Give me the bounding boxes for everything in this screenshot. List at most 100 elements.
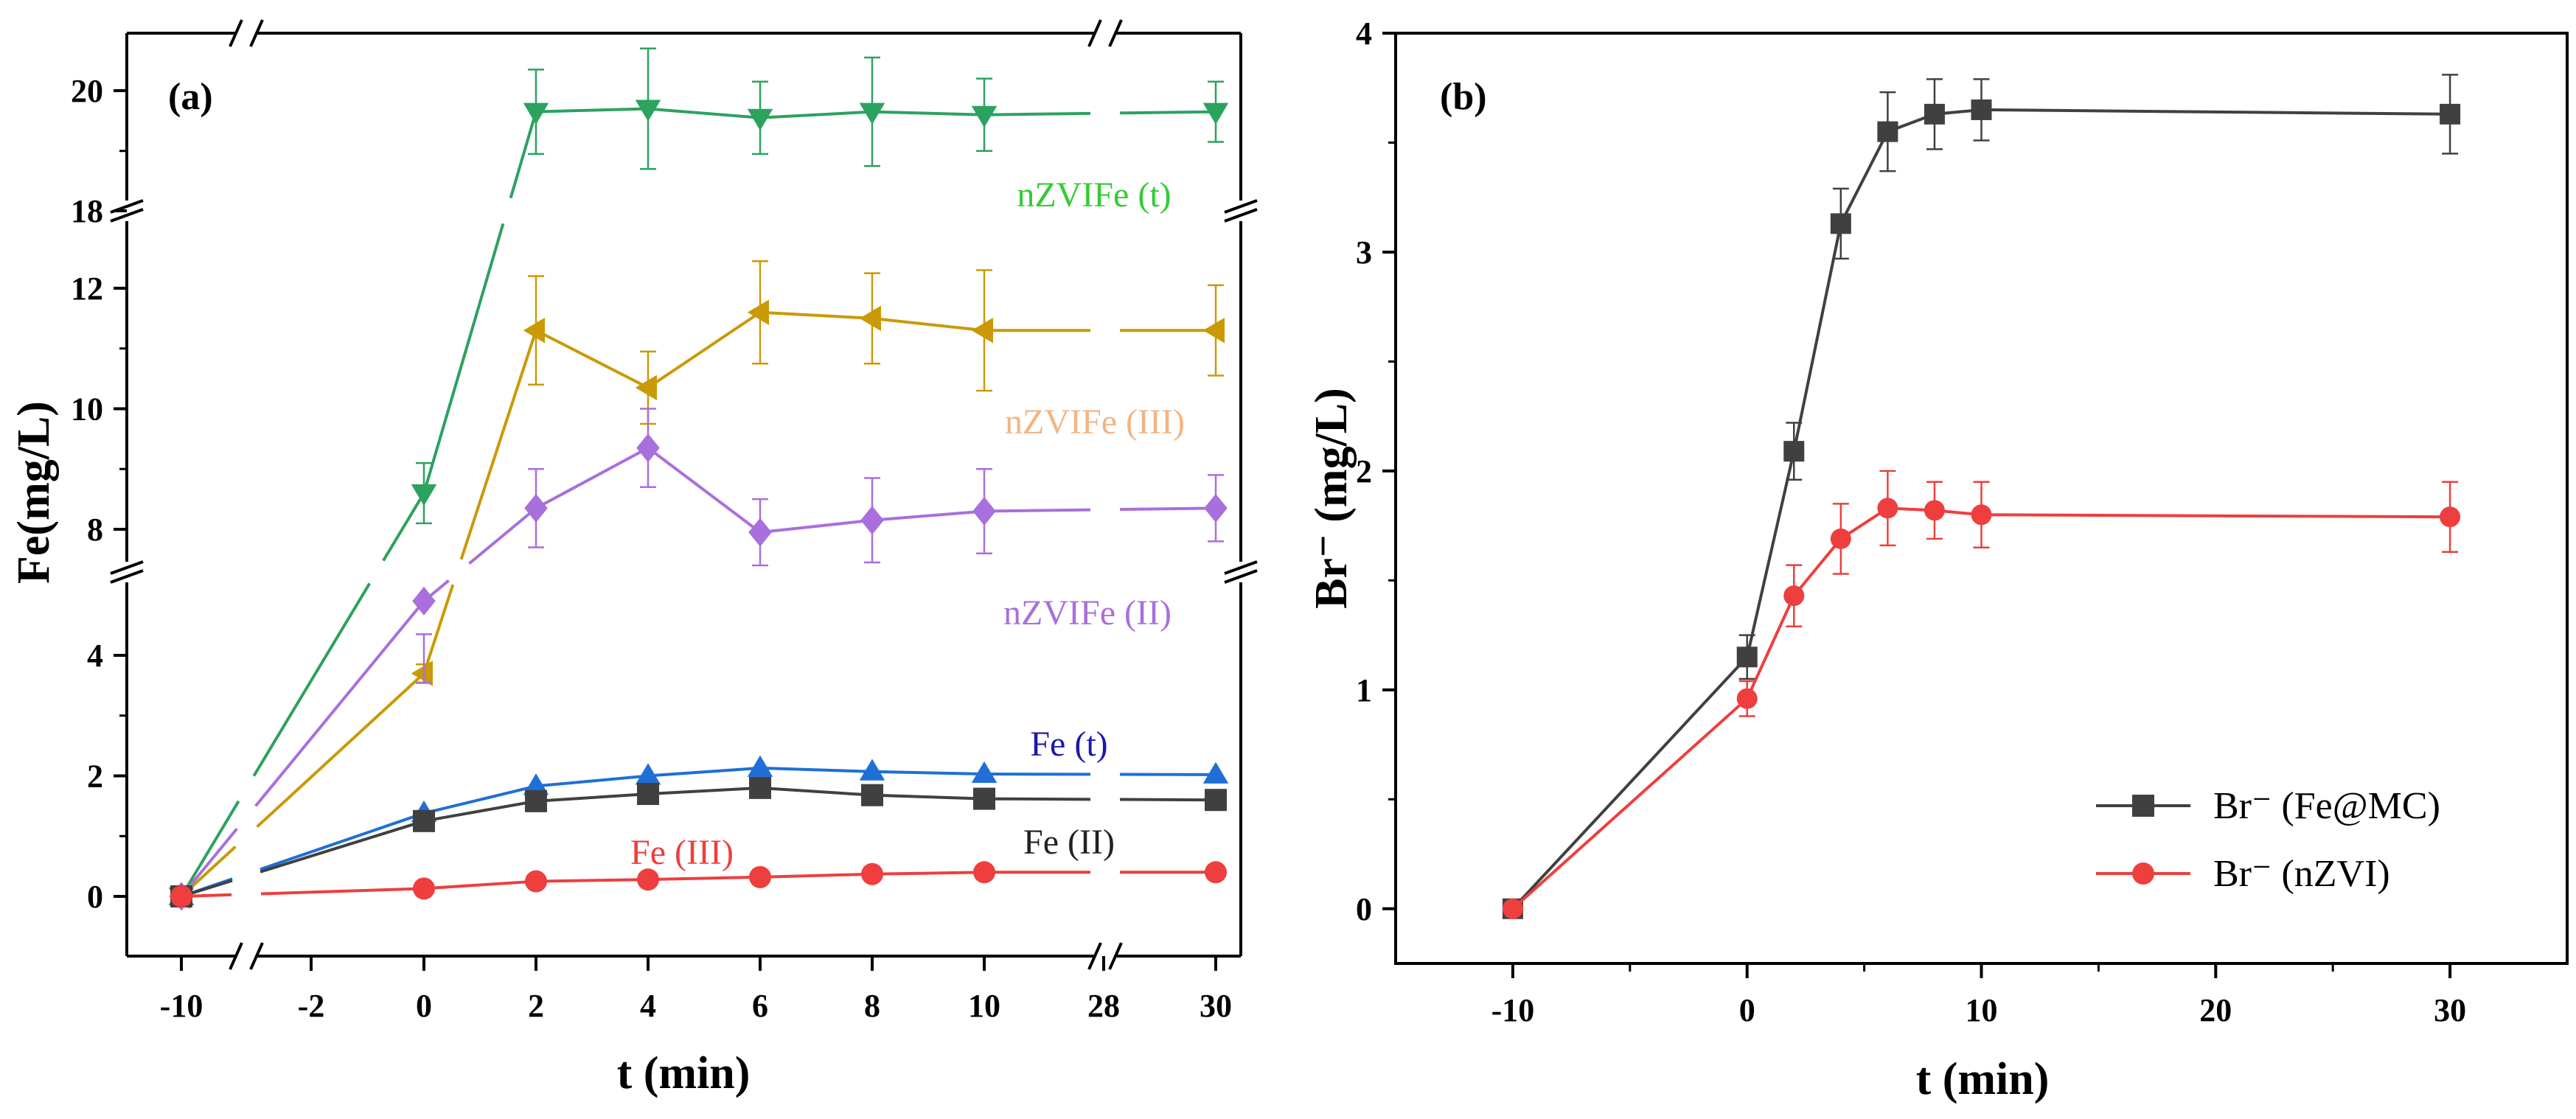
y-break-mark (110, 208, 144, 223)
panel-a-x-tick-label: 8 (864, 988, 880, 1024)
data-point (1971, 99, 1992, 120)
panel-b-x-tick-label: 30 (2434, 992, 2466, 1028)
data-point (1924, 103, 1945, 125)
y-break-mark (1224, 199, 1258, 214)
data-point (635, 763, 661, 785)
data-point (860, 506, 884, 535)
panel-a-y-tick-label: 20 (71, 73, 103, 109)
series-line-segment (871, 770, 985, 776)
panel-a-y-tick-label: 4 (87, 638, 103, 674)
series-nzvife-t- (180, 107, 1216, 898)
data-point (1736, 688, 1758, 709)
data-point (972, 496, 996, 526)
data-point (1783, 441, 1805, 462)
series-line-segment (535, 107, 649, 114)
panel-b-x-tick-label: 10 (1966, 992, 1998, 1028)
panel-a-y-tick-label: 12 (71, 271, 103, 307)
series-line-segment (1119, 506, 1216, 512)
x-break-mark (229, 942, 243, 970)
series-line-segment (871, 110, 985, 116)
data-point (412, 586, 436, 616)
series-line-segment (759, 310, 873, 320)
data-point (971, 761, 998, 784)
data-point (1877, 498, 1898, 519)
data-point (748, 517, 772, 547)
panel-a-x-tick-label: -10 (160, 988, 203, 1024)
x-break-mark (1108, 19, 1123, 47)
series-line-segment (759, 110, 873, 119)
data-point (525, 870, 547, 893)
panel-a-x-tick-label: 2 (528, 988, 544, 1024)
series-line-segment (535, 792, 649, 803)
y-break-mark (1224, 560, 1258, 575)
series-line-segment (422, 584, 455, 674)
panel-b-label: (b) (1440, 76, 1487, 118)
data-point (1877, 121, 1898, 142)
series-line-segment (1119, 798, 1216, 802)
series-line-segment (535, 329, 649, 389)
series-fe-iii- (181, 871, 1216, 898)
panel-a-y-tick-label: 0 (87, 879, 103, 915)
data-point (973, 861, 995, 884)
data-point (1736, 646, 1758, 668)
series-line-segment (423, 784, 537, 815)
data-point (1202, 761, 1229, 784)
series-line-segment (260, 812, 425, 871)
series-line-segment (759, 786, 873, 797)
data-point (747, 299, 769, 325)
data-point (861, 784, 883, 806)
series-label: Fe (II) (1023, 823, 1115, 862)
data-point (2440, 103, 2461, 125)
y-break-mark (110, 560, 144, 575)
panel-a-y-tick-label: 8 (87, 512, 103, 548)
legend-marker (2132, 795, 2154, 817)
series-line-segment (647, 766, 761, 778)
panel-a-break-marks (110, 19, 1258, 970)
series-line-segment (984, 111, 1091, 116)
panel-a-x-tick-label: -2 (298, 988, 325, 1024)
series-nzvife-iii- (180, 310, 1216, 898)
data-point (413, 877, 435, 900)
y-break-mark (1224, 208, 1258, 223)
series-line-segment (647, 107, 761, 119)
data-point (1202, 102, 1229, 125)
data-point (637, 783, 659, 806)
x-break-mark (1108, 942, 1123, 970)
series-line-segment (509, 111, 537, 199)
data-point (636, 433, 660, 463)
series-line-segment (382, 492, 425, 562)
series-line-segment (422, 223, 505, 494)
data-point (1205, 861, 1227, 884)
series-line-segment (647, 447, 762, 534)
data-point (637, 868, 659, 891)
data-point (861, 862, 883, 885)
data-point (523, 773, 549, 795)
data-point (971, 105, 998, 128)
data-point (749, 776, 771, 799)
series-line-segment (423, 879, 537, 890)
series-line-segment (871, 316, 985, 332)
data-point (1830, 528, 1851, 549)
data-point (1971, 504, 1992, 526)
data-point (1830, 213, 1851, 234)
data-point (973, 787, 995, 810)
series-fe-ii- (181, 786, 1216, 898)
data-point (1502, 898, 1523, 919)
series-line-segment (871, 871, 985, 876)
data-point (747, 755, 773, 777)
data-point (524, 493, 548, 523)
series-label: nZVIFe (t) (1017, 175, 1171, 215)
series-br-nzvi (1511, 506, 2451, 910)
panel-b-x-title: t (min) (1916, 1054, 2050, 1104)
series-line-segment (459, 330, 537, 560)
panel-b-y-tick-label: 1 (1356, 672, 1372, 708)
panel-a-y-tick-label: 2 (87, 759, 103, 795)
data-point (749, 865, 771, 888)
x-break-mark (249, 942, 264, 970)
data-point (859, 102, 885, 125)
series-line-segment (759, 766, 873, 773)
data-point (859, 305, 881, 332)
x-break-mark (249, 19, 264, 47)
panel-a-x-tick-label: 30 (1200, 988, 1232, 1024)
